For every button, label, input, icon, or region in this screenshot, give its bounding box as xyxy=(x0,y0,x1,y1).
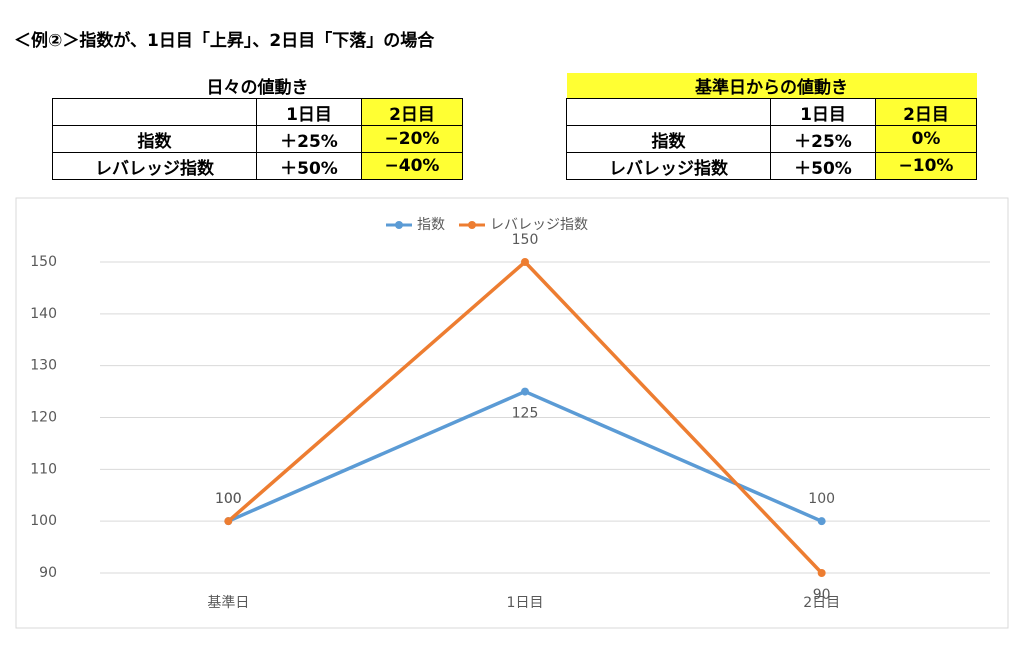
data-point xyxy=(521,387,529,396)
data-label: 100 xyxy=(808,491,835,507)
cell: ＋50% xyxy=(256,152,362,180)
legend-marker xyxy=(395,221,403,229)
data-point xyxy=(817,569,826,577)
row-header: レバレッジ指数 xyxy=(52,152,257,180)
y-tick-label: 90 xyxy=(39,565,57,581)
data-point xyxy=(817,517,826,526)
table-title: 基準日からの値動き xyxy=(566,73,977,99)
y-tick-label: 150 xyxy=(30,254,57,270)
data-label: 100 xyxy=(215,491,242,507)
daily-table: 日々の値動き 1日目 2日目 指数 ＋25% −20% レバレッジ指数 ＋50% −40% xyxy=(52,73,463,180)
legend-marker xyxy=(468,221,476,229)
data-label: 100 xyxy=(215,491,242,507)
data-point xyxy=(224,517,233,526)
cumulative-table: 基準日からの値動き 1日目 2日目 指数 ＋25% 0% レバレッジ指数 ＋50% −10… xyxy=(566,73,977,180)
x-tick-label: 2日目 xyxy=(803,595,840,611)
page-title: ＜例②＞指数が、1日目「上昇」、2日目「下落」の場合 xyxy=(14,31,435,51)
legend-label: レバレッジ指数 xyxy=(490,217,588,233)
cell: ＋50% xyxy=(770,152,876,180)
table-title: 日々の値動き xyxy=(206,78,309,98)
legend-label: 指数 xyxy=(417,217,445,233)
cell: −20% xyxy=(361,125,463,153)
y-tick-label: 110 xyxy=(30,461,57,477)
y-tick-label: 140 xyxy=(30,306,57,322)
x-tick-label: 1日目 xyxy=(507,595,544,611)
data-point xyxy=(521,258,529,266)
column-header: 1日目 xyxy=(256,98,362,126)
x-tick-label: 基準日 xyxy=(207,594,249,611)
y-tick-label: 100 xyxy=(30,513,57,529)
row-header: レバレッジ指数 xyxy=(566,152,771,180)
chart-frame xyxy=(15,197,1009,629)
y-tick-label: 130 xyxy=(30,358,57,374)
cell: −40% xyxy=(361,152,463,180)
data-label: 90 xyxy=(813,587,831,603)
data-label: 125 xyxy=(512,406,539,422)
row-header: 指数 xyxy=(566,125,771,153)
data-label: 150 xyxy=(512,232,539,248)
cell: −10% xyxy=(875,152,977,180)
y-tick-label: 120 xyxy=(30,410,57,426)
row-header: 指数 xyxy=(52,125,257,153)
